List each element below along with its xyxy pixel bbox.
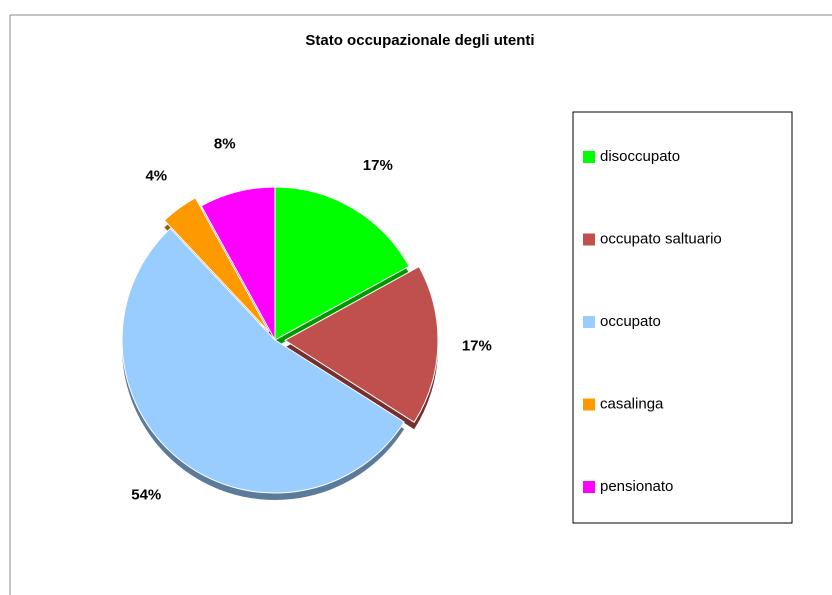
data-label: 17% [363,157,393,174]
legend-swatch [583,151,595,163]
legend-label: casalinga [600,395,664,412]
pie-slice [200,186,276,341]
legend-swatch [583,398,595,411]
chart-title: Stato occupazionale degli utenti [305,32,534,49]
pie-slice [163,197,270,333]
legend-label: occupato [600,313,661,330]
data-label: 54% [131,487,161,504]
legend-label: pensionato [600,478,673,495]
legend-swatch [583,481,595,493]
pie-slice [121,227,405,494]
legend-label: occupato saltuario [600,230,722,247]
legend-box [572,111,793,524]
legend-swatch [583,316,595,328]
data-label: 4% [145,168,167,185]
pie-slice [284,265,439,423]
legend-label: disoccupato [600,148,680,165]
pie-slice [274,186,410,341]
data-label: 17% [462,337,492,354]
data-label: 8% [214,135,236,152]
legend-swatch [583,233,595,246]
